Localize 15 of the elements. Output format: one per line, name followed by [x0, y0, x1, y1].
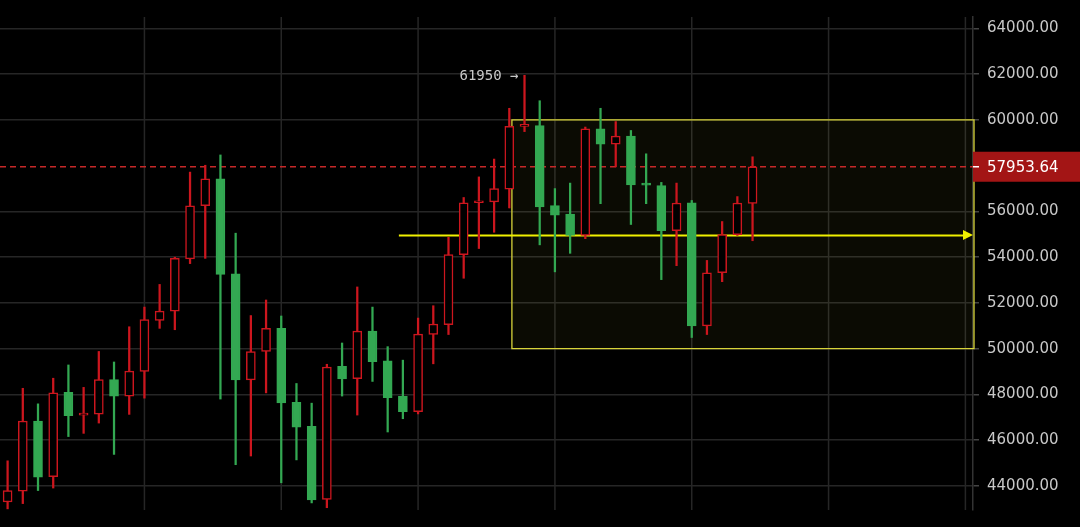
y-tick-label: 52000.00 — [987, 292, 1059, 311]
y-tick-label: 62000.00 — [987, 64, 1059, 83]
y-tick-label: 56000.00 — [987, 201, 1059, 220]
y-tick-label: 46000.00 — [987, 430, 1059, 449]
candlestick — [2, 460, 13, 510]
y-tick-label: 64000.00 — [987, 18, 1059, 37]
y-tick-label: 60000.00 — [987, 109, 1059, 128]
candlestick — [519, 75, 530, 132]
y-tick-label: 44000.00 — [987, 475, 1059, 494]
annotation: 61950 → — [459, 66, 519, 83]
y-tick-label: 50000.00 — [987, 338, 1059, 357]
ref-line-label: 57953.64 — [987, 157, 1059, 176]
y-tick-label: 54000.00 — [987, 247, 1059, 266]
candlestick — [595, 107, 606, 205]
y-tick-label: 48000.00 — [987, 384, 1059, 403]
